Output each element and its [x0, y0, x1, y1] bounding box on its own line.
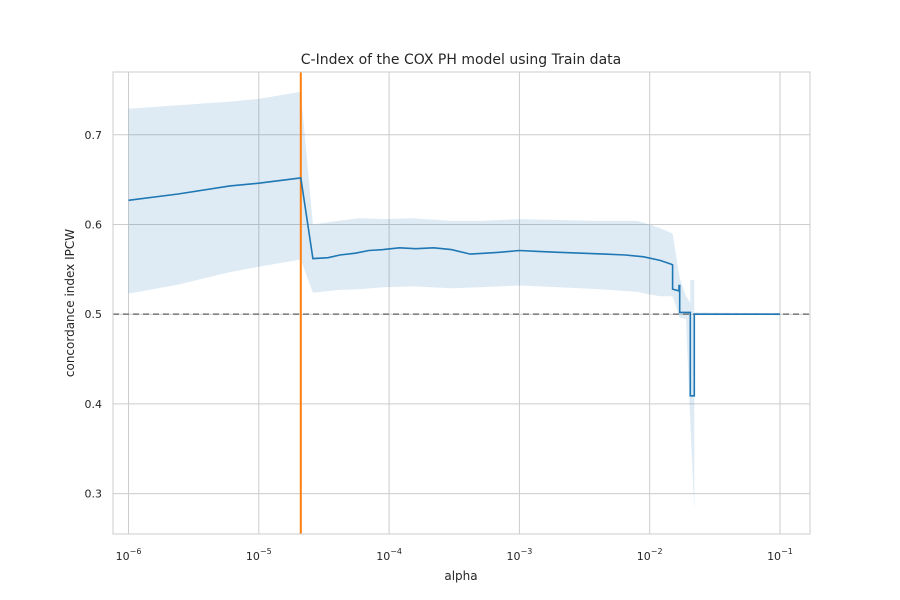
x-axis-title: alpha — [444, 569, 477, 583]
x-tick-label: 10−1 — [767, 547, 793, 563]
x-tick-label: 10−3 — [506, 547, 532, 563]
y-tick-label: 0.7 — [85, 129, 103, 142]
cindex-line — [128, 177, 780, 397]
plot-frame — [112, 71, 811, 535]
confidence-band — [128, 91, 780, 512]
y-tick-label: 0.5 — [85, 308, 103, 321]
x-tick-label: 10−5 — [246, 547, 272, 563]
chart-title: C-Index of the COX PH model using Train … — [301, 52, 621, 68]
y-axis-title: concordance index IPCW — [63, 229, 77, 377]
x-tick-label: 10−6 — [116, 547, 142, 563]
x-tick-labels: 10−6 10−5 10−4 10−3 10−2 10−1 — [116, 547, 793, 563]
x-tick-label: 10−2 — [637, 547, 663, 563]
y-tick-labels: 0.3 0.4 0.5 0.6 0.7 — [85, 129, 103, 501]
x-tick-label: 10−4 — [376, 547, 402, 563]
y-tick-label: 0.4 — [85, 398, 103, 411]
y-tick-label: 0.6 — [85, 219, 103, 232]
y-tick-label: 0.3 — [85, 488, 103, 501]
gridlines — [113, 72, 810, 534]
